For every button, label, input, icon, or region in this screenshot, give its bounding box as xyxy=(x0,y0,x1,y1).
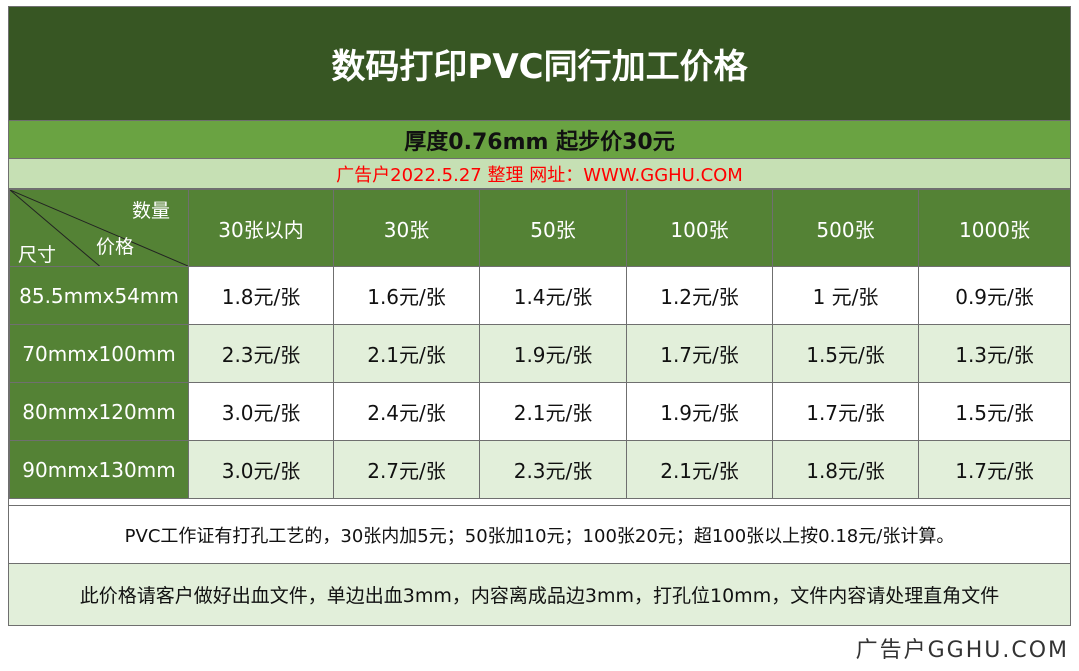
page-title: 数码打印PVC同行加工价格 xyxy=(9,7,1070,121)
price-sheet: 数码打印PVC同行加工价格 厚度0.76mm 起步价30元 广告户2022.5.… xyxy=(8,6,1071,626)
price-cell: 2.3元/张 xyxy=(188,324,334,383)
table-row: 90mmx130mm 3.0元/张 2.7元/张 2.3元/张 2.1元/张 1… xyxy=(9,440,1071,499)
corner-cell: 数量 价格 尺寸 xyxy=(9,189,189,267)
column-header: 50张 xyxy=(479,189,627,267)
price-cell: 1.6元/张 xyxy=(333,266,480,325)
price-cell: 1.5元/张 xyxy=(918,382,1071,441)
table-row: 80mmx120mm 3.0元/张 2.4元/张 2.1元/张 1.9元/张 1… xyxy=(9,382,1071,441)
header-row: 数量 价格 尺寸 30张以内 30张 50张 100张 500张 1000张 xyxy=(9,189,1071,267)
price-cell: 1.4元/张 xyxy=(479,266,627,325)
corner-quantity-label: 数量 xyxy=(132,200,171,222)
notice-line: 广告户2022.5.27 整理 网址：WWW.GGHU.COM xyxy=(9,159,1070,189)
punch-hole-note: PVC工作证有打孔工艺的，30张内加5元；50张加10元；100张20元；超10… xyxy=(9,505,1070,563)
table-row: 85.5mmx54mm 1.8元/张 1.6元/张 1.4元/张 1.2元/张 … xyxy=(9,266,1071,325)
watermark-logo: 广告户GGHU.COM xyxy=(855,638,1069,663)
price-cell: 2.1元/张 xyxy=(333,324,480,383)
price-cell: 1.5元/张 xyxy=(772,324,919,383)
column-header: 30张以内 xyxy=(188,189,334,267)
price-cell: 3.0元/张 xyxy=(188,382,334,441)
column-header: 30张 xyxy=(333,189,480,267)
column-header: 500张 xyxy=(772,189,919,267)
price-cell: 1.8元/张 xyxy=(188,266,334,325)
bleed-note: 此价格请客户做好出血文件，单边出血3mm，内容离成品边3mm，打孔位10mm，文… xyxy=(9,563,1070,625)
price-cell: 2.1元/张 xyxy=(479,382,627,441)
price-cell: 2.7元/张 xyxy=(333,440,480,499)
price-cell: 1 元/张 xyxy=(772,266,919,325)
size-cell: 80mmx120mm xyxy=(9,382,189,441)
corner-diagonal-lines xyxy=(10,190,188,266)
corner-price-label: 价格 xyxy=(96,236,135,258)
price-cell: 0.9元/张 xyxy=(918,266,1071,325)
price-cell: 3.0元/张 xyxy=(188,440,334,499)
subtitle: 厚度0.76mm 起步价30元 xyxy=(9,121,1070,159)
table-row: 70mmx100mm 2.3元/张 2.1元/张 1.9元/张 1.7元/张 1… xyxy=(9,324,1071,383)
column-header: 1000张 xyxy=(918,189,1071,267)
size-cell: 70mmx100mm xyxy=(9,324,189,383)
price-cell: 1.3元/张 xyxy=(918,324,1071,383)
price-cell: 1.9元/张 xyxy=(626,382,773,441)
price-cell: 1.2元/张 xyxy=(626,266,773,325)
price-cell: 1.7元/张 xyxy=(626,324,773,383)
price-cell: 2.4元/张 xyxy=(333,382,480,441)
price-cell: 1.7元/张 xyxy=(772,382,919,441)
corner-size-label: 尺寸 xyxy=(18,244,57,266)
column-header: 100张 xyxy=(626,189,773,267)
size-cell: 85.5mmx54mm xyxy=(9,266,189,325)
price-table: 数量 价格 尺寸 30张以内 30张 50张 100张 500张 1000张 8… xyxy=(9,189,1071,499)
price-cell: 2.3元/张 xyxy=(479,440,627,499)
price-cell: 1.8元/张 xyxy=(772,440,919,499)
price-cell: 1.7元/张 xyxy=(918,440,1071,499)
size-cell: 90mmx130mm xyxy=(9,440,189,499)
price-cell: 2.1元/张 xyxy=(626,440,773,499)
price-cell: 1.9元/张 xyxy=(479,324,627,383)
